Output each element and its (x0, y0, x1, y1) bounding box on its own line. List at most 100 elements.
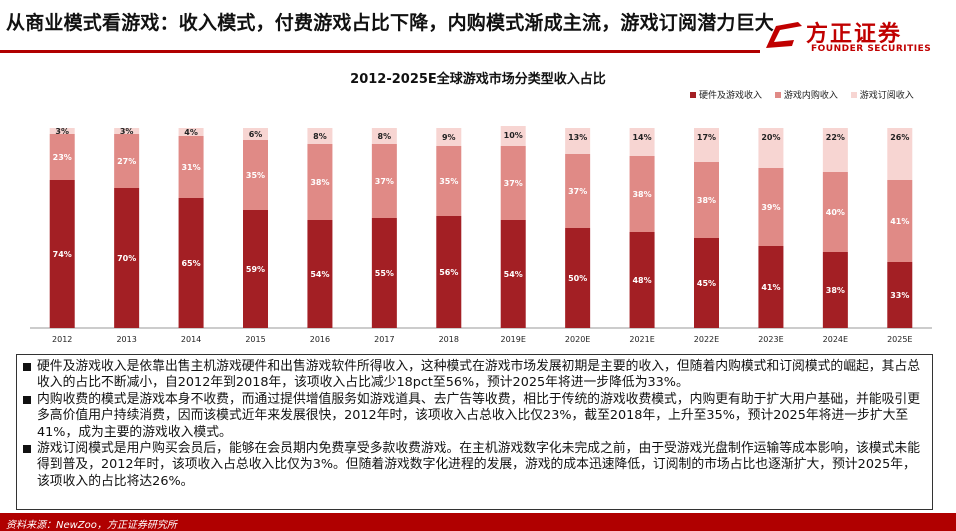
bar-segment-hardware-2015 (243, 210, 268, 328)
x-tick-label-2021E: 2021E (629, 335, 654, 344)
legend-swatch-hardware (690, 91, 696, 98)
data-label-inapp-2024E: 40% (826, 208, 845, 217)
x-tick-label-2014: 2014 (181, 335, 201, 344)
x-tick-label-2016: 2016 (310, 335, 330, 344)
legend-item-subscription: 游戏订阅收入 (850, 88, 914, 101)
bar-segment-hardware-2016 (307, 220, 333, 328)
data-label-hardware-2015: 59% (246, 265, 265, 274)
bar-segment-inapp-2012 (49, 134, 75, 180)
x-tick-label-2012: 2012 (52, 335, 72, 344)
data-label-inapp-2015: 35% (246, 171, 265, 180)
bar-segment-subscription-2023E (758, 128, 784, 168)
chart-title: 2012-2025E全球游戏市场分类型收入占比 (350, 72, 606, 87)
data-label-hardware-2021E: 48% (632, 276, 651, 285)
x-tick-label-2019E: 2019E (501, 335, 526, 344)
data-label-inapp-2019E: 37% (504, 179, 523, 188)
data-label-inapp-2020E: 37% (568, 187, 587, 196)
legend-swatch-subscription (850, 91, 857, 98)
bar-segment-inapp-2020E (565, 154, 591, 228)
bar-segment-inapp-2019E (500, 146, 526, 220)
page-title: 从商业模式看游戏：收入模式，付费游戏占比下降，内购模式渐成主流，游戏订阅潜力巨大 (6, 12, 775, 34)
data-label-inapp-2022E: 38% (697, 196, 716, 205)
bar-segment-inapp-2023E (758, 168, 784, 246)
data-label-hardware-2012: 74% (53, 250, 72, 259)
bar-segment-hardware-2018 (436, 216, 462, 328)
note-inapp: 内购收费的模式是游戏本身不收费，而通过提供增值服务如游戏道具、去广告等收费，相比… (23, 392, 926, 441)
bar-segment-inapp-2018 (436, 146, 462, 216)
data-label-subscription-2019E: 10% (504, 131, 523, 140)
note-hardware: 硬件及游戏收入是依靠出售主机游戏硬件和出售游戏软件所得收入，这种模式在游戏市场发… (23, 359, 926, 392)
data-label-hardware-2017: 55% (375, 269, 394, 278)
founder-logo-icon (766, 22, 802, 48)
data-label-subscription-2020E: 13% (568, 133, 587, 142)
bullet-square-icon (23, 363, 31, 371)
bullet-square-icon (23, 395, 31, 404)
data-label-hardware-2013: 70% (117, 254, 136, 263)
x-tick-label-2023E: 2023E (758, 335, 783, 344)
data-label-inapp-2023E: 39% (761, 203, 780, 212)
logo-text-en: FOUNDER SECURITIES (811, 44, 932, 54)
data-label-hardware-2022E: 45% (697, 279, 716, 288)
x-tick-label-2025E: 2025E (887, 335, 912, 344)
legend-swatch-inapp (774, 91, 781, 98)
bar-segment-hardware-2017 (371, 218, 397, 328)
bar-segment-subscription-2017 (371, 128, 397, 144)
data-label-subscription-2016: 8% (313, 132, 327, 141)
data-label-inapp-2025E: 41% (890, 217, 909, 226)
data-label-subscription-2012: 3% (55, 127, 69, 136)
data-label-inapp-2016: 38% (310, 178, 329, 187)
data-label-subscription-2014: 4% (184, 128, 198, 137)
bar-segment-subscription-2015 (243, 128, 268, 140)
bar-segment-subscription-2020E (565, 128, 591, 154)
legend-item-inapp: 游戏内购收入 (774, 88, 838, 101)
data-label-subscription-2018: 9% (442, 133, 456, 142)
data-label-hardware-2019E: 54% (504, 270, 523, 279)
bar-segment-subscription-2016 (307, 128, 333, 144)
bar-segment-hardware-2014 (178, 198, 204, 328)
data-label-inapp-2017: 37% (375, 177, 394, 186)
data-label-subscription-2017: 8% (378, 132, 392, 141)
bar-segment-hardware-2020E (565, 228, 591, 328)
data-label-subscription-2021E: 14% (632, 133, 651, 142)
bar-segment-inapp-2024E (822, 172, 848, 252)
note-subscription: 游戏订阅模式是用户购买会员后，能够在会员期内免费享受多款收费游戏。在主机游戏数字… (23, 441, 926, 490)
bar-segment-inapp-2017 (371, 144, 397, 218)
bar-segment-hardware-2024E (822, 252, 848, 328)
data-label-subscription-2023E: 20% (761, 133, 780, 142)
bar-segment-hardware-2025E (887, 262, 913, 328)
x-tick-label-2017: 2017 (374, 335, 394, 344)
bar-segment-subscription-2013 (114, 128, 140, 134)
data-label-hardware-2025E: 33% (890, 291, 909, 300)
x-tick-label-2022E: 2022E (694, 335, 719, 344)
bar-segment-inapp-2014 (178, 136, 204, 198)
bar-segment-inapp-2022E (694, 162, 719, 238)
data-label-hardware-2016: 54% (310, 270, 329, 279)
data-label-subscription-2013: 3% (120, 127, 134, 136)
stacked-bar-chart: 74% 23% 3% 2012 70% 27% 3% 2013 65% 31% 4% 2014 59% 3… (30, 126, 932, 344)
bar-segment-inapp-2021E (629, 156, 655, 232)
legend-item-hardware: 硬件及游戏收入 (690, 88, 762, 101)
bar-segment-hardware-2021E (629, 232, 655, 328)
data-label-inapp-2012: 23% (53, 153, 72, 162)
data-label-inapp-2013: 27% (117, 157, 136, 166)
x-tick-label-2015: 2015 (245, 335, 265, 344)
bar-segment-inapp-2013 (114, 134, 140, 188)
company-logo: 方正证券 FOUNDER SECURITIES (764, 16, 944, 60)
chart-legend: 硬件及游戏收入 游戏内购收入 游戏订阅收入 (690, 88, 924, 101)
data-label-hardware-2018: 56% (439, 268, 458, 277)
data-label-hardware-2014: 65% (181, 259, 200, 268)
data-label-hardware-2020E: 50% (568, 274, 587, 283)
notes-box: 硬件及游戏收入是依靠出售主机游戏硬件和出售游戏软件所得收入，这种模式在游戏市场发… (16, 354, 933, 510)
x-tick-label-2020E: 2020E (565, 335, 590, 344)
bar-segment-subscription-2024E (822, 128, 848, 172)
bar-segment-subscription-2018 (436, 128, 462, 146)
bar-segment-hardware-2013 (114, 188, 140, 328)
bar-segment-subscription-2025E (887, 128, 913, 180)
bar-segment-subscription-2019E (500, 126, 526, 146)
bar-segment-inapp-2015 (243, 140, 268, 210)
bar-segment-subscription-2014 (178, 128, 204, 136)
footer-band (0, 513, 956, 531)
bar-segment-hardware-2022E (694, 238, 719, 328)
data-label-inapp-2021E: 38% (632, 190, 651, 199)
data-label-subscription-2022E: 17% (697, 133, 716, 142)
